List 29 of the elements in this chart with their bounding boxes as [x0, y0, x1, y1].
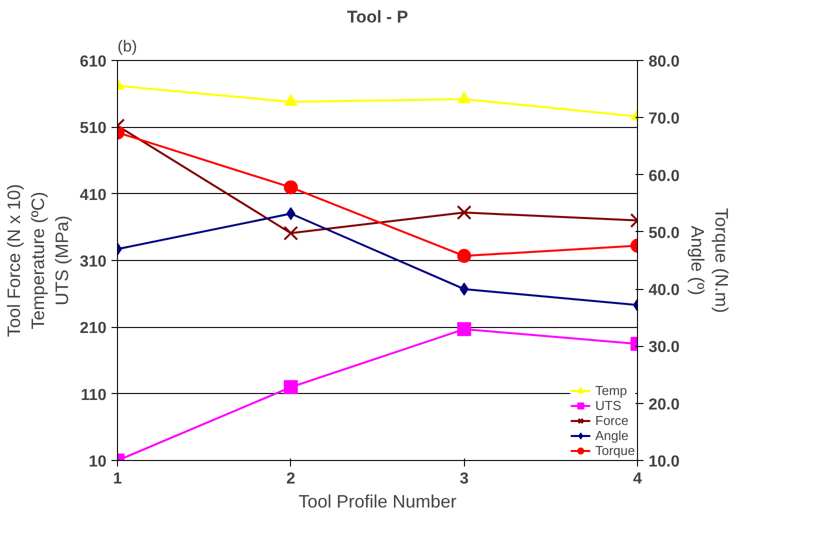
- y2-tick-label: 60.0: [648, 168, 680, 185]
- chart-title: Tool - P: [346, 8, 408, 26]
- y-axis-title: Tool Force (N x 10) Temperature (ºC) UTS (MPa): [4, 184, 72, 338]
- legend-label: Angle: [595, 428, 628, 443]
- y-tick-label: 110: [80, 386, 107, 404]
- y2-tick-label: 50.0: [648, 224, 680, 242]
- x-axis-title: Tool Profile Number: [298, 492, 457, 512]
- x-tick-label: 2: [286, 470, 296, 488]
- y2-tick-label: 30.0: [648, 339, 680, 356]
- y-tick-label: 210: [80, 320, 107, 338]
- legend-label: Temp: [595, 383, 628, 398]
- x-tick-label: 1: [113, 470, 122, 488]
- y2-tick-label: 10.0: [648, 454, 680, 470]
- y-tick-label: 10: [88, 454, 107, 470]
- x-tick-label: 3: [460, 470, 469, 488]
- y-tick-label: 610: [80, 54, 107, 70]
- y2-axis-title: Torque (N.m) Angle (º): [688, 208, 732, 314]
- y-tick-label: 510: [80, 120, 107, 138]
- y2-tick-label: 20.0: [648, 396, 680, 414]
- x-tick-label: 4: [633, 470, 642, 488]
- y-tick-label: 410: [80, 186, 107, 204]
- y2-tick-label: 70.0: [648, 110, 680, 128]
- y-tick-label: 310: [80, 254, 107, 270]
- y2-tick-label: 40.0: [648, 282, 680, 300]
- legend-label: Force: [595, 413, 628, 428]
- legend-label: UTS: [595, 398, 622, 413]
- legend-label: Torque: [595, 443, 635, 458]
- text: (b): [118, 38, 138, 56]
- y2-tick-label: 80.0: [648, 54, 680, 70]
